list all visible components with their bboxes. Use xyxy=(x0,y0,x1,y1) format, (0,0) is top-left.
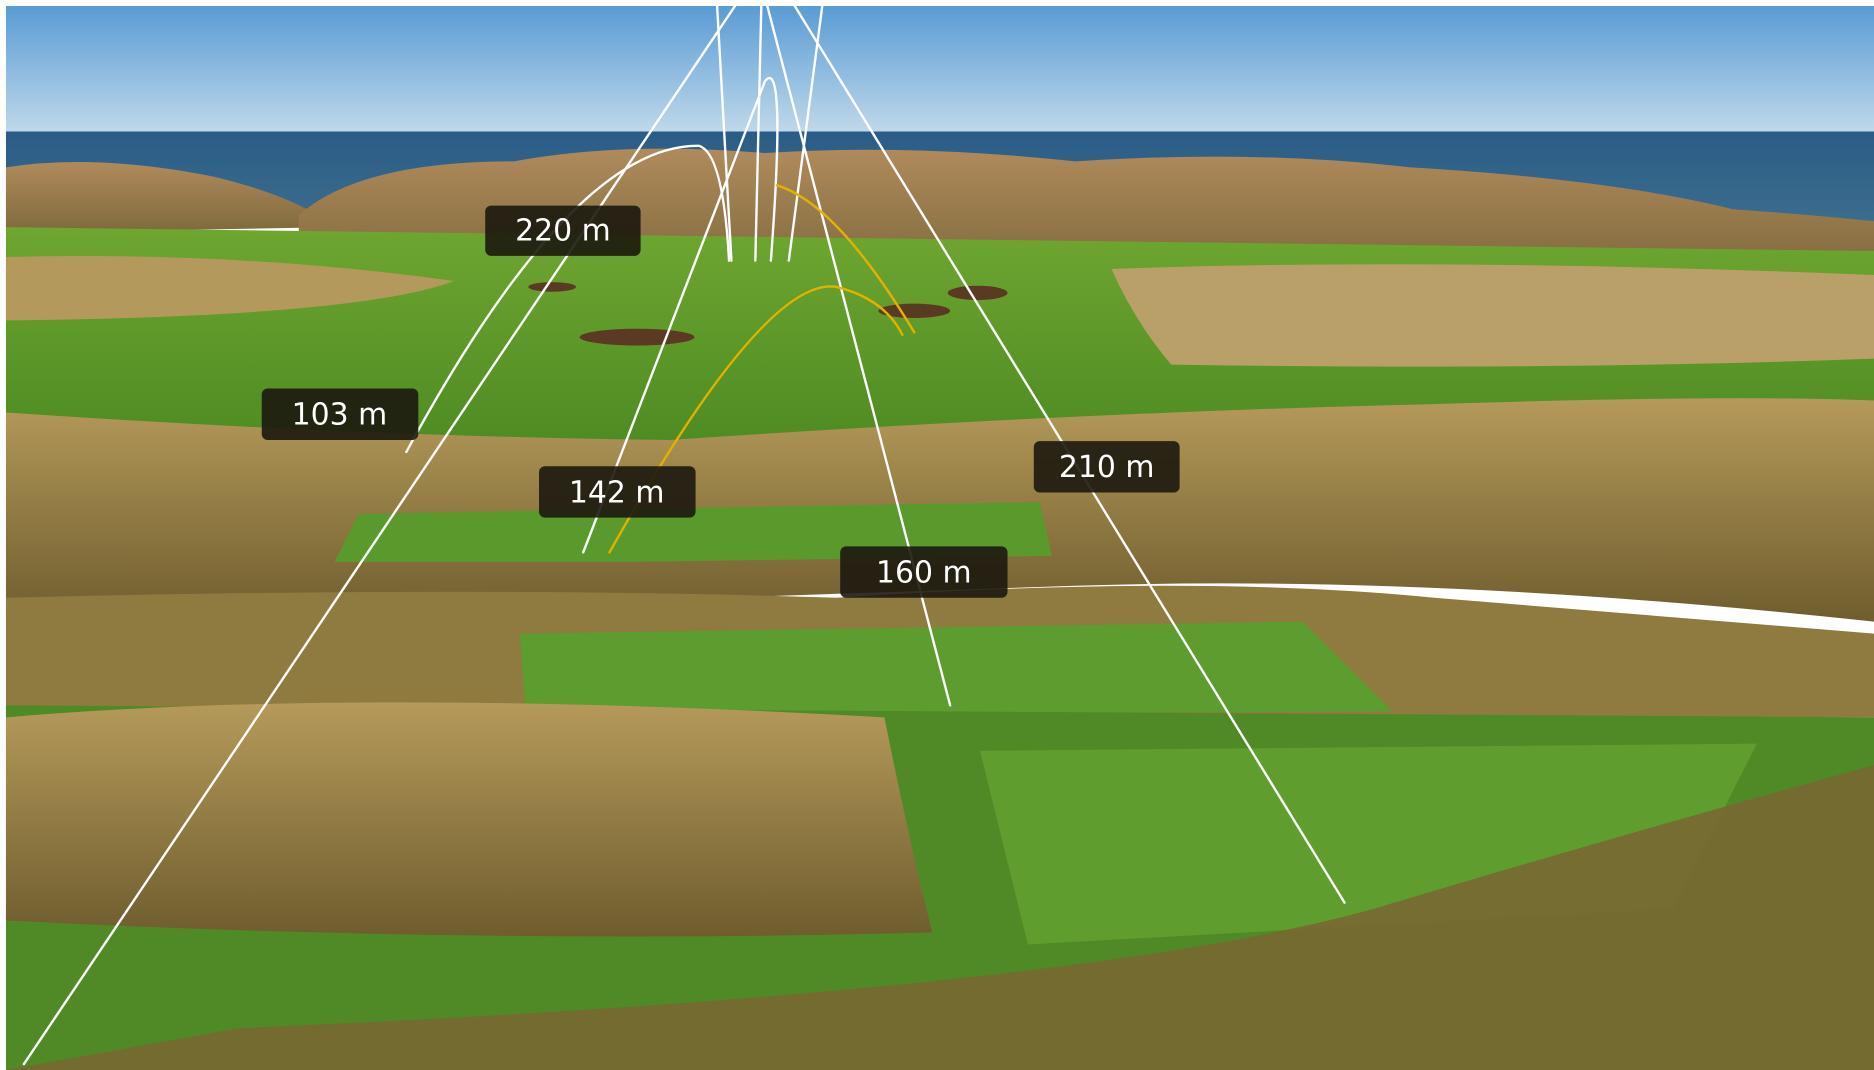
distance-label: 160 m xyxy=(876,555,972,590)
distance-label: 210 m xyxy=(1059,450,1155,485)
landscape xyxy=(6,6,1874,1070)
distance-label: 142 m xyxy=(569,475,665,510)
golf-hole-view: 220 m 103 m 142 m 210 m 160 m xyxy=(0,0,1874,1070)
distance-label: 220 m xyxy=(515,213,611,248)
distance-label: 103 m xyxy=(292,398,388,433)
